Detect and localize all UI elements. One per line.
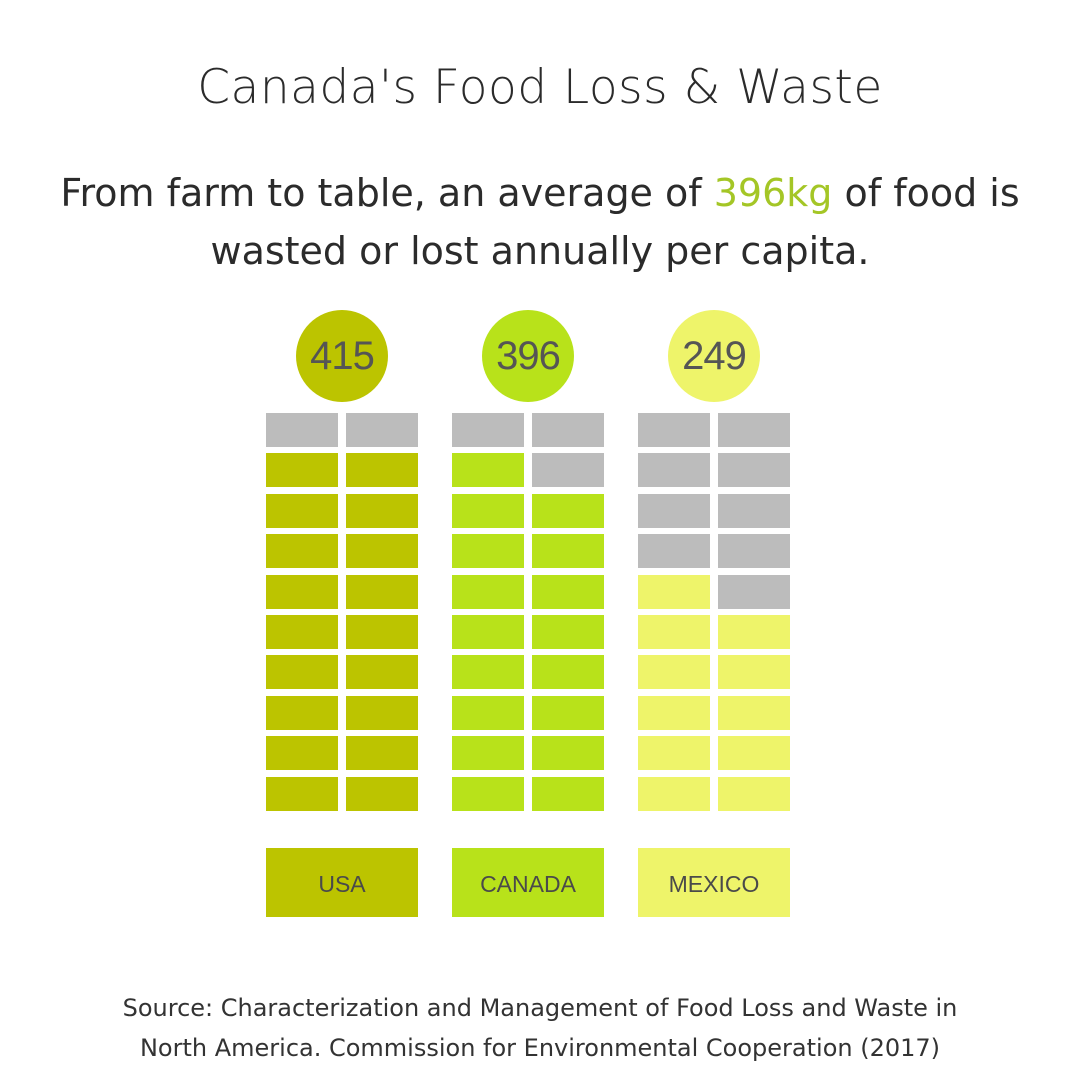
filled-block [718,776,790,811]
filled-block [346,776,418,811]
filled-block [266,574,338,609]
filled-block [452,534,524,569]
filled-block [452,574,524,609]
filled-block [266,655,338,690]
filled-block [346,453,418,488]
page-subtitle: From farm to table, an average of 396kg … [40,164,1040,280]
filled-block [452,655,524,690]
empty-block [346,413,418,447]
filled-block [532,736,604,771]
filled-block [346,615,418,649]
filled-block [638,655,710,690]
filled-block [718,695,790,730]
filled-block [452,736,524,771]
filled-block [266,695,338,730]
empty-block [638,534,710,569]
filled-block [266,776,338,811]
filled-block [638,615,710,649]
country-label-usa: USA [266,848,418,917]
filled-block [718,615,790,649]
filled-block [532,534,604,569]
filled-block [532,776,604,811]
value-circle-mexico: 249 [668,310,760,402]
filled-block [452,776,524,811]
filled-block [266,736,338,771]
filled-block [638,736,710,771]
empty-block [718,574,790,609]
subtitle-text-before: From farm to table, an average of [60,171,714,215]
subtitle-highlight-value: 396kg [713,171,833,215]
empty-block [532,413,604,447]
filled-block [718,736,790,771]
empty-block [638,413,710,447]
filled-block [452,453,524,488]
country-label-mexico: MEXICO [638,848,790,917]
filled-block [532,574,604,609]
empty-block [532,453,604,488]
filled-block [452,695,524,730]
empty-block [718,413,790,447]
empty-block [266,413,338,447]
empty-block [718,534,790,569]
filled-block [532,615,604,649]
filled-block [532,695,604,730]
page-title: Canada's Food Loss & Waste [197,60,883,115]
empty-block [718,453,790,488]
country-label-canada: CANADA [452,848,604,917]
empty-block [638,493,710,528]
filled-block [346,534,418,569]
source-citation: Source: Characterization and Management … [40,988,1040,1068]
filled-block [266,453,338,488]
value-circle-usa: 415 [296,310,388,402]
filled-block [452,615,524,649]
filled-block [346,695,418,730]
filled-block [266,493,338,528]
source-line-1: Source: Characterization and Management … [122,994,958,1022]
filled-block [346,493,418,528]
filled-block [346,574,418,609]
filled-block [638,574,710,609]
filled-block [266,534,338,569]
filled-block [532,493,604,528]
empty-block [638,453,710,488]
filled-block [346,736,418,771]
empty-block [452,413,524,447]
filled-block [638,695,710,730]
value-circle-canada: 396 [482,310,574,402]
source-line-2: North America. Commission for Environmen… [139,1034,941,1062]
subtitle-text-after: of food is wasted or lost annually per c… [210,171,1020,273]
filled-block [452,493,524,528]
filled-block [266,615,338,649]
filled-block [718,655,790,690]
filled-block [532,655,604,690]
empty-block [718,493,790,528]
filled-block [346,655,418,690]
filled-block [638,776,710,811]
